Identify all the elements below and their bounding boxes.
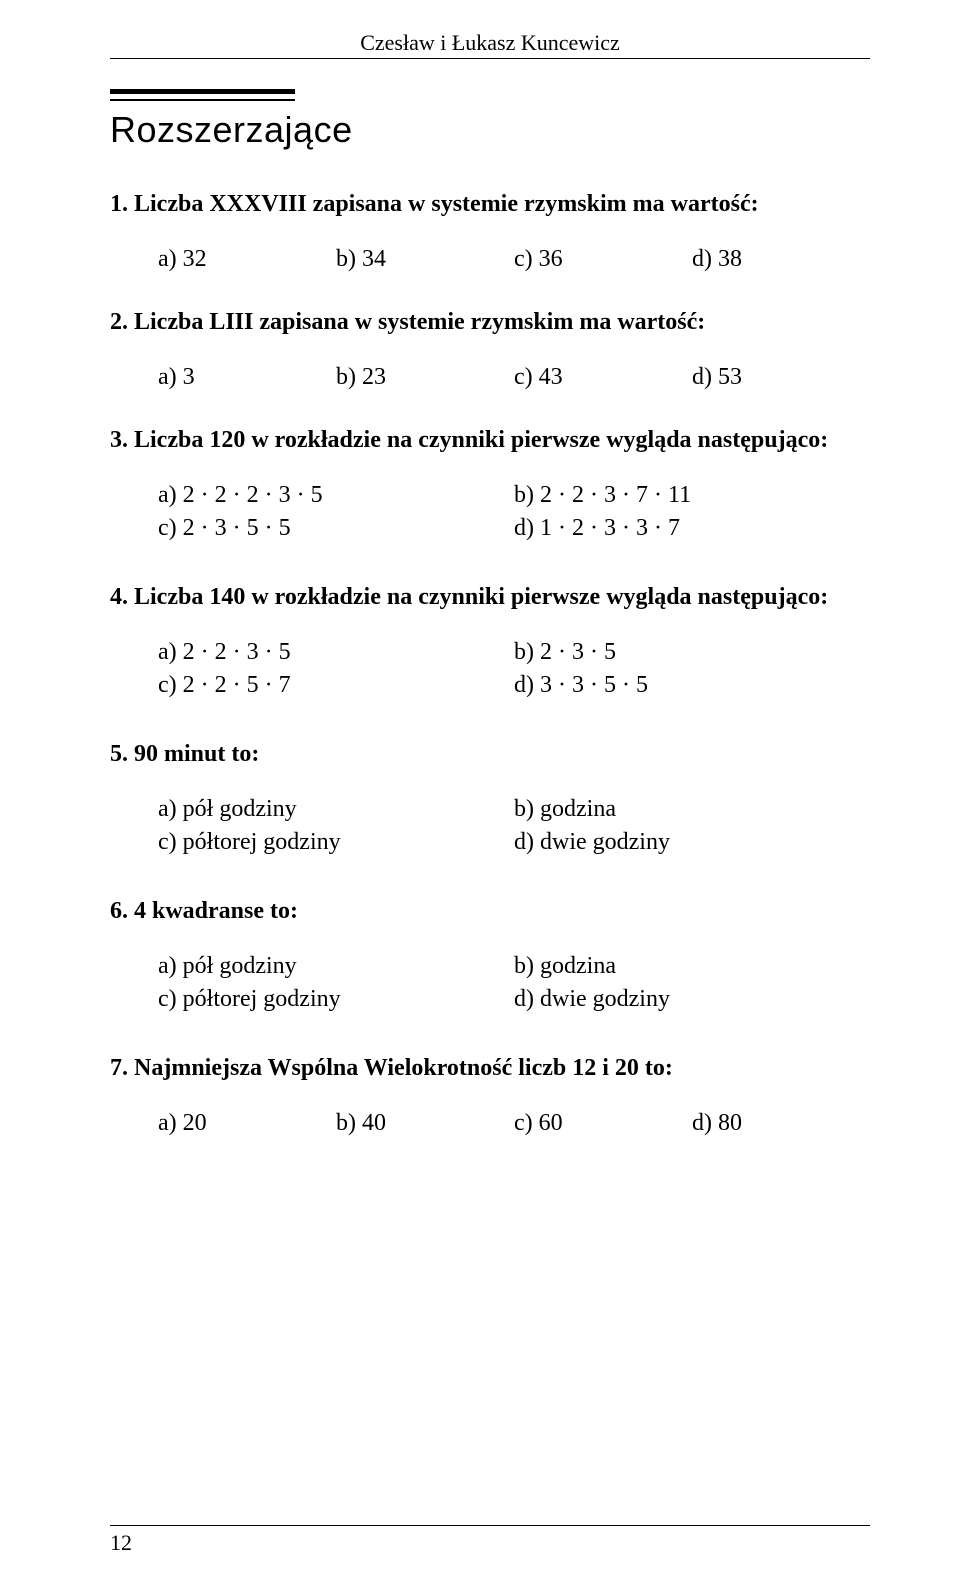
- question-1-option-d: d) 38: [692, 246, 870, 273]
- question-5-options: a) pół godziny c) półtorej godziny b) go…: [158, 796, 870, 862]
- question-6-text: 6. 4 kwadranse to:: [110, 898, 870, 925]
- question-3: 3. Liczba 120 w rozkładzie na czynniki p…: [110, 427, 870, 548]
- footer-divider: [110, 1525, 870, 1526]
- page-number: 12: [110, 1530, 870, 1556]
- question-6-option-b: b) godzina: [514, 953, 870, 980]
- question-3-option-d: d) 1 · 2 · 3 · 3 · 7: [514, 515, 870, 542]
- question-2-option-b: b) 23: [336, 364, 514, 391]
- question-7-option-b: b) 40: [336, 1110, 514, 1137]
- section-title: Rozszerzające: [110, 109, 353, 150]
- question-7-text: 7. Najmniejsza Wspólna Wielokrotność lic…: [110, 1055, 870, 1082]
- question-2-option-a: a) 3: [158, 364, 336, 391]
- question-3-text: 3. Liczba 120 w rozkładzie na czynniki p…: [110, 427, 870, 454]
- question-5-text: 5. 90 minut to:: [110, 741, 870, 768]
- question-2-option-d: d) 53: [692, 364, 870, 391]
- footer: 12: [110, 1525, 870, 1556]
- header-divider: [110, 58, 870, 59]
- question-4-option-d: d) 3 · 3 · 5 · 5: [514, 672, 870, 699]
- question-7-option-d: d) 80: [692, 1110, 870, 1137]
- question-2-option-c: c) 43: [514, 364, 692, 391]
- question-3-option-a: a) 2 · 2 · 2 · 3 · 5: [158, 482, 514, 509]
- section-midline: [110, 99, 295, 101]
- question-4-options: a) 2 · 2 · 3 · 5 c) 2 · 2 · 5 · 7 b) 2 ·…: [158, 639, 870, 705]
- question-4-option-a: a) 2 · 2 · 3 · 5: [158, 639, 514, 666]
- question-2-text: 2. Liczba LIII zapisana w systemie rzyms…: [110, 309, 870, 336]
- question-4-option-c: c) 2 · 2 · 5 · 7: [158, 672, 514, 699]
- question-6-option-c: c) półtorej godziny: [158, 986, 514, 1013]
- question-1-options: a) 32 b) 34 c) 36 d) 38: [158, 246, 870, 273]
- question-7-options: a) 20 b) 40 c) 60 d) 80: [158, 1110, 870, 1137]
- question-1: 1. Liczba XXXVIII zapisana w systemie rz…: [110, 191, 870, 273]
- question-2: 2. Liczba LIII zapisana w systemie rzyms…: [110, 309, 870, 391]
- question-3-option-b: b) 2 · 2 · 3 · 7 · 11: [514, 482, 870, 509]
- question-5: 5. 90 minut to: a) pół godziny c) półtor…: [110, 741, 870, 862]
- author-name: Czesław i Łukasz Kuncewicz: [110, 30, 870, 56]
- question-1-option-a: a) 32: [158, 246, 336, 273]
- question-6: 6. 4 kwadranse to: a) pół godziny c) pół…: [110, 898, 870, 1019]
- question-5-option-d: d) dwie godziny: [514, 829, 870, 856]
- question-1-option-b: b) 34: [336, 246, 514, 273]
- question-7-option-c: c) 60: [514, 1110, 692, 1137]
- question-3-option-c: c) 2 · 3 · 5 · 5: [158, 515, 514, 542]
- question-6-option-a: a) pół godziny: [158, 953, 514, 980]
- question-4: 4. Liczba 140 w rozkładzie na czynniki p…: [110, 584, 870, 705]
- question-4-text: 4. Liczba 140 w rozkładzie na czynniki p…: [110, 584, 870, 611]
- question-1-option-c: c) 36: [514, 246, 692, 273]
- question-5-option-a: a) pół godziny: [158, 796, 514, 823]
- question-2-options: a) 3 b) 23 c) 43 d) 53: [158, 364, 870, 391]
- section-heading: Rozszerzające: [110, 89, 870, 151]
- question-7: 7. Najmniejsza Wspólna Wielokrotność lic…: [110, 1055, 870, 1137]
- question-5-option-b: b) godzina: [514, 796, 870, 823]
- question-4-option-b: b) 2 · 3 · 5: [514, 639, 870, 666]
- question-3-options: a) 2 · 2 · 2 · 3 · 5 c) 2 · 3 · 5 · 5 b)…: [158, 482, 870, 548]
- question-7-option-a: a) 20: [158, 1110, 336, 1137]
- question-5-option-c: c) półtorej godziny: [158, 829, 514, 856]
- question-1-text: 1. Liczba XXXVIII zapisana w systemie rz…: [110, 191, 870, 218]
- question-6-option-d: d) dwie godziny: [514, 986, 870, 1013]
- section-overline: [110, 89, 295, 94]
- question-6-options: a) pół godziny c) półtorej godziny b) go…: [158, 953, 870, 1019]
